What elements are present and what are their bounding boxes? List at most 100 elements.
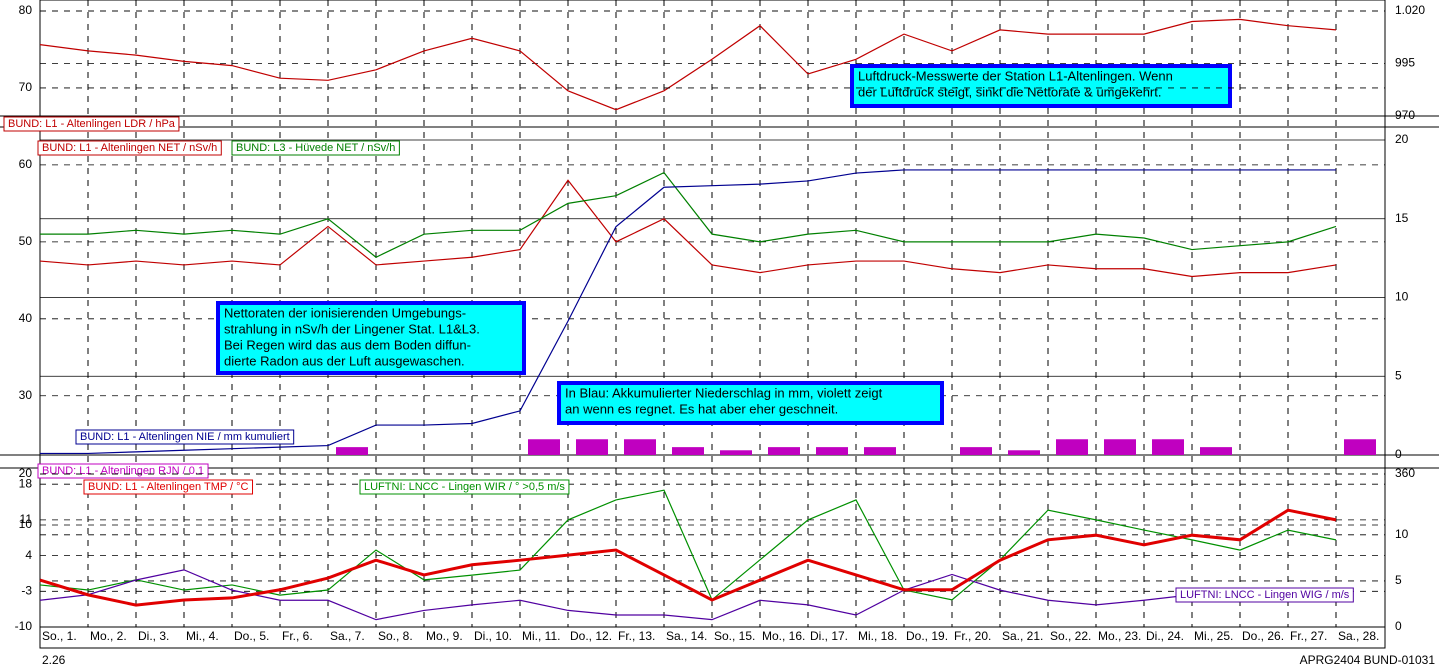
- annotation-line: Bei Regen wird das aus dem Boden diffun-: [224, 337, 471, 352]
- rain-bar: [960, 447, 992, 455]
- x-tick-label: Sa., 14.: [666, 629, 707, 643]
- x-tick-label: Fr., 27.: [1290, 629, 1327, 643]
- y2-tick-label: 995: [1395, 56, 1415, 70]
- footer: APRG2404 BUND-01031: [1300, 653, 1436, 667]
- rain-bar: [816, 447, 848, 455]
- y2-tick-label: 10: [1395, 527, 1409, 541]
- y-tick-label: 40: [19, 311, 33, 325]
- annotation: Luftdruck-Messwerte der Station L1-Alten…: [850, 64, 1232, 108]
- x-tick-label: Do., 19.: [906, 629, 948, 643]
- x-tick-label: Fr., 13.: [618, 629, 655, 643]
- legend-item: BUND: L1 - Altenlingen RJN / 0.1: [37, 463, 209, 479]
- series-line: [40, 169, 1336, 455]
- legend-box: [1175, 587, 1354, 603]
- annotation-line: an wenn es regnet. Es hat aber eher gesc…: [565, 401, 838, 416]
- y2-tick-label: 970: [1395, 108, 1415, 122]
- rain-bar: [1056, 439, 1088, 455]
- rain-bar: [1344, 439, 1376, 455]
- rain-bar: [720, 450, 752, 455]
- y-tick-label: -10: [15, 619, 33, 633]
- x-tick-label: Sa., 21.: [1002, 629, 1043, 643]
- y2-tick-label: 5: [1395, 368, 1402, 382]
- rain-bar: [1152, 439, 1184, 455]
- annotation-box: [557, 381, 944, 425]
- y2-tick-label: 0: [1395, 619, 1402, 633]
- y-tick-label: 20: [19, 466, 33, 480]
- legend-label: LUFTNI: LNCC - Lingen WIG / m/s: [1180, 589, 1350, 601]
- legend-box: [37, 463, 209, 479]
- y-tick-label: 80: [19, 3, 33, 17]
- series-line: [39, 179, 1337, 278]
- series-line: [40, 171, 1337, 258]
- x-tick-label: Mi., 25.: [1194, 629, 1233, 643]
- x-tick-label: Mi., 18.: [858, 629, 897, 643]
- x-tick-label: Mi., 4.: [186, 629, 219, 643]
- rain-bar: [672, 447, 704, 455]
- y-tick-label: 10: [19, 517, 33, 531]
- y-tick-label: 50: [19, 234, 33, 248]
- y-tick-label: 30: [19, 388, 33, 402]
- y-tick-label: -3: [21, 583, 32, 597]
- rain-bar: [864, 447, 896, 455]
- rain-bar: [1200, 447, 1232, 455]
- x-tick-label: So., 8.: [378, 629, 413, 643]
- legend-item: BUND: L1 - Altenlingen LDR / hPa: [3, 116, 180, 132]
- legend-item: LUFTNI: LNCC - Lingen WIR / ° >0,5 m/s: [359, 479, 570, 495]
- y2-tick-label: 0: [1395, 447, 1402, 461]
- series-line: [39, 569, 1337, 621]
- x-tick-label: Mo., 9.: [426, 629, 463, 643]
- x-sub-label: 2.26: [42, 653, 66, 667]
- y2-tick-label: 5: [1395, 573, 1402, 587]
- x-tick-label: Mo., 23.: [1098, 629, 1141, 643]
- annotation: In Blau: Akkumulierter Niederschlag in m…: [557, 381, 944, 425]
- annotation-line: In Blau: Akkumulierter Niederschlag in m…: [565, 385, 883, 400]
- legend-item: BUND: L1 - Altenlingen TMP / °C: [83, 479, 254, 495]
- legend-box: [75, 429, 295, 445]
- annotation: Nettoraten der ionisierenden Umgebungs-s…: [216, 301, 526, 375]
- y-tick-label: 60: [19, 157, 33, 171]
- y2-tick-label: 1.020: [1395, 3, 1425, 17]
- series-line: [39, 508, 1337, 607]
- x-tick-label: Do., 12.: [570, 629, 612, 643]
- legend-item: LUFTNI: LNCC - Lingen WIG / m/s: [1175, 587, 1354, 603]
- legend-item: BUND: L1 - Altenlingen NET / nSv/h: [37, 140, 222, 156]
- x-tick-label: Fr., 6.: [282, 629, 313, 643]
- y-tick-label: 18: [19, 476, 33, 490]
- x-tick-label: Di., 3.: [138, 629, 169, 643]
- x-tick-label: Fr., 20.: [954, 629, 991, 643]
- legend-box: [3, 116, 180, 132]
- annotation-box: [216, 301, 526, 375]
- y2-tick-label: 360: [1395, 466, 1415, 480]
- x-tick-label: Di., 24.: [1146, 629, 1184, 643]
- x-tick-label: Do., 26.: [1242, 629, 1284, 643]
- rain-bar: [1104, 439, 1136, 455]
- legend-box: [37, 140, 222, 156]
- rain-bar: [624, 439, 656, 455]
- annotation-line: dierte Radon aus der Luft ausgewaschen.: [224, 353, 465, 368]
- legend-label: BUND: L1 - Altenlingen LDR / hPa: [8, 118, 176, 130]
- x-tick-label: Di., 17.: [810, 629, 848, 643]
- rain-bar: [576, 439, 608, 455]
- x-tick-label: Sa., 7.: [330, 629, 365, 643]
- x-tick-label: Mo., 16.: [762, 629, 805, 643]
- legend-label: BUND: L1 - Altenlingen TMP / °C: [88, 481, 249, 493]
- y-tick-label: 11: [20, 512, 33, 526]
- legend-label: BUND: L1 - Altenlingen RJN / 0.1: [42, 465, 204, 477]
- y-tick-label: 4: [25, 548, 32, 562]
- annotation-line: Nettoraten der ionisierenden Umgebungs-: [224, 305, 466, 320]
- legend-box: [231, 140, 400, 156]
- legend-label: BUND: L1 - Altenlingen NET / nSv/h: [42, 142, 217, 154]
- legend-box: [83, 479, 254, 495]
- legend-label: BUND: L1 - Altenlingen NIE / mm kumulier…: [80, 431, 290, 443]
- legend-label: BUND: L3 - Hüvede NET / nSv/h: [236, 142, 395, 154]
- x-tick-label: Do., 5.: [234, 629, 269, 643]
- legend-label: LUFTNI: LNCC - Lingen WIR / ° >0,5 m/s: [364, 481, 565, 493]
- annotation-line: strahlung in nSv/h der Lingener Stat. L1…: [224, 321, 480, 336]
- rain-bar: [336, 447, 368, 455]
- legend-item: BUND: L3 - Hüvede NET / nSv/h: [231, 140, 400, 156]
- x-tick-label: Mo., 2.: [90, 629, 127, 643]
- rain-bar: [528, 439, 560, 455]
- series-line: [39, 18, 1337, 111]
- x-tick-label: Di., 10.: [474, 629, 512, 643]
